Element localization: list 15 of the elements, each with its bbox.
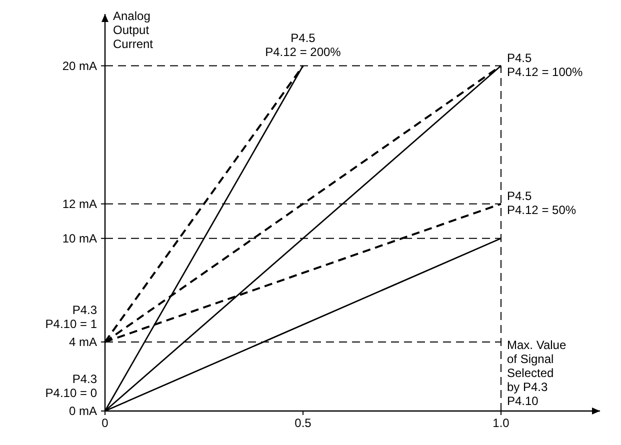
x-tick-label: 1.0 (492, 416, 510, 430)
annotation: P4.3 P4.10 = 1 (45, 302, 98, 331)
x-tick-label: 0.5 (294, 416, 312, 430)
y-tick-label: 20 mA (62, 58, 97, 73)
y-tick-label: 10 mA (62, 231, 97, 246)
annotation: Max. Value of Signal Selected by P4.3 P4.10 (507, 338, 566, 408)
x-tick-label: 0 (102, 416, 109, 430)
y-tick-label: 0 mA (68, 404, 97, 418)
y-axis-title: Analog Output Current (113, 9, 154, 51)
annotation: P4.5 P4.12 = 200% (265, 30, 342, 59)
y-tick-label: 12 mA (62, 196, 97, 211)
annotation: P4.5 P4.12 = 100% (507, 50, 584, 79)
annotation: P4.5 P4.12 = 50% (507, 188, 576, 217)
y-tick-label: 4 mA (68, 334, 97, 349)
annotation: P4.3 P4.10 = 0 (45, 372, 98, 400)
